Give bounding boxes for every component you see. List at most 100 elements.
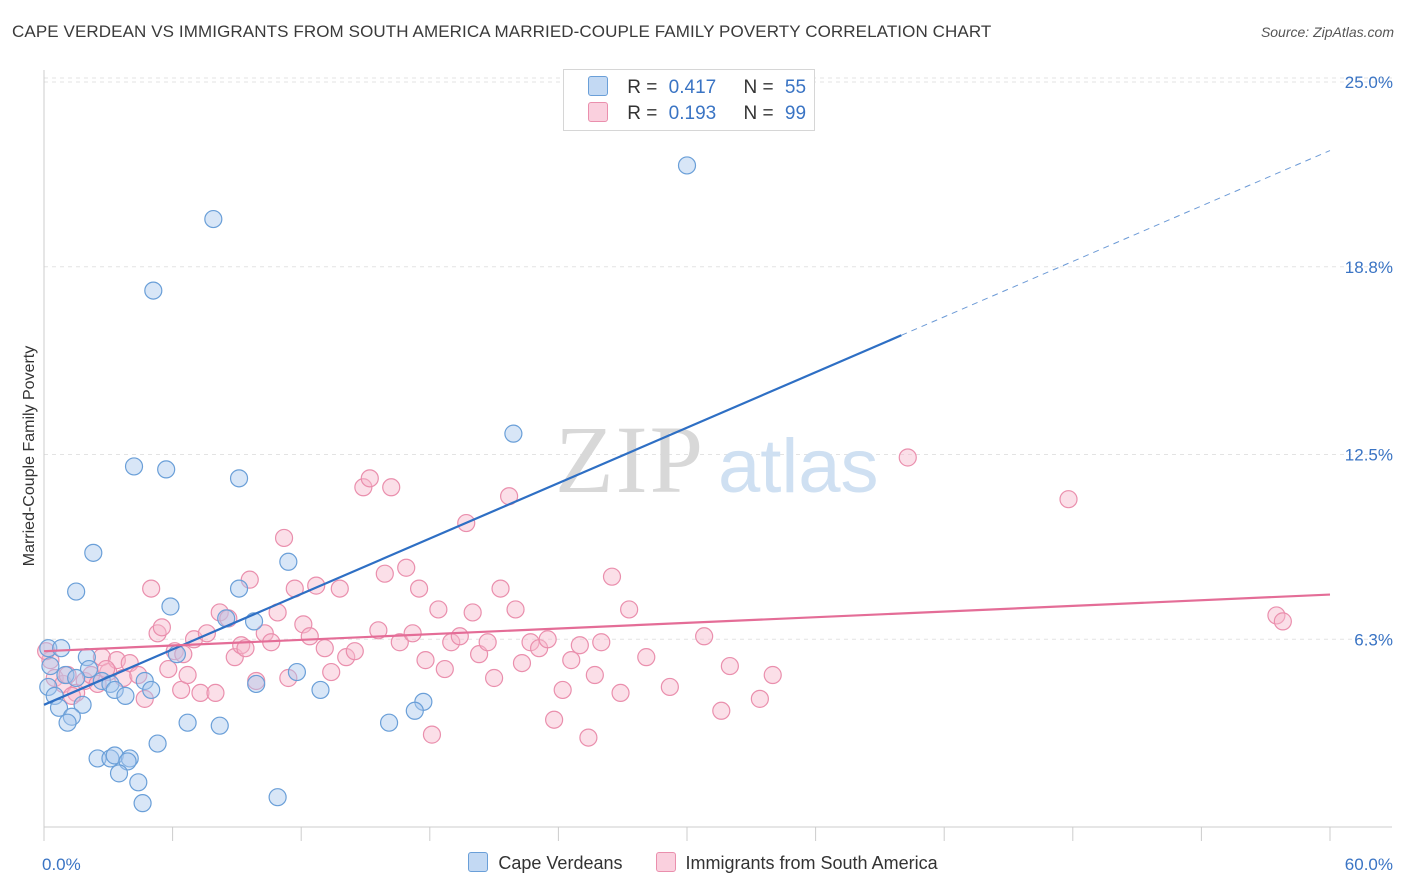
point-immigrants — [142, 579, 161, 598]
series-immigrants-points — [37, 448, 1292, 747]
point-immigrants — [720, 656, 739, 676]
point-cape-verdeans — [39, 677, 58, 697]
point-cape-verdeans — [52, 639, 71, 658]
point-immigrants — [579, 728, 598, 747]
point-cape-verdeans — [135, 671, 154, 691]
x-tick-label-max: 60.0% — [1345, 855, 1393, 874]
point-immigrants — [315, 639, 334, 658]
point-immigrants — [322, 662, 341, 682]
point-cape-verdeans — [229, 579, 249, 598]
point-immigrants — [611, 683, 630, 703]
legend-row-immigrants: R = 0.193 N = 99 — [588, 102, 806, 126]
legend-n-value: 99 — [784, 103, 807, 124]
point-immigrants — [390, 633, 409, 652]
point-immigrants — [197, 624, 216, 643]
legend-swatch-blue — [468, 852, 489, 872]
point-cape-verdeans — [73, 695, 92, 714]
x-tick-label-min: 0.0% — [42, 855, 81, 874]
watermark: ZIP atlas — [555, 406, 879, 513]
point-cape-verdeans — [41, 656, 60, 676]
point-cape-verdeans — [311, 680, 330, 700]
point-immigrants — [416, 651, 435, 670]
legend-row-cape-verdeans: R = 0.417 N = 55 — [588, 76, 806, 100]
legend-r-label: R = — [627, 77, 658, 98]
point-cape-verdeans — [120, 749, 139, 768]
y-tick-label: 6.3% — [1354, 630, 1393, 649]
point-immigrants — [354, 478, 373, 497]
point-immigrants — [512, 653, 532, 673]
legend-item-cape-verdeans: Cape Verdeans — [468, 852, 622, 874]
y-tick-label: 25.0% — [1345, 73, 1393, 92]
point-immigrants — [491, 579, 510, 598]
point-immigrants — [236, 639, 255, 658]
point-immigrants — [369, 621, 388, 640]
point-immigrants — [562, 651, 581, 670]
point-immigrants — [1059, 490, 1078, 509]
legend-swatch-pink — [588, 102, 608, 122]
source-label: Source: ZipAtlas.com — [1260, 24, 1394, 40]
point-immigrants — [178, 665, 197, 685]
y-axis-label: Married-Couple Family Poverty — [21, 345, 38, 567]
point-immigrants — [463, 603, 482, 622]
point-cape-verdeans — [116, 686, 135, 705]
watermark-zip: ZIP — [555, 406, 705, 513]
legend-item-immigrants: Immigrants from South America — [655, 852, 938, 874]
point-immigrants — [545, 710, 564, 729]
correlation-legend: R = 0.417 N = 55 R = 0.193 N = 99 — [563, 69, 815, 131]
watermark-atlas: atlas — [718, 424, 879, 509]
point-cape-verdeans — [504, 424, 523, 443]
point-immigrants — [592, 633, 611, 652]
point-cape-verdeans — [88, 749, 107, 768]
point-cape-verdeans — [161, 597, 180, 616]
point-cape-verdeans — [229, 469, 249, 488]
legend-n-label: N = — [743, 77, 774, 98]
legend-swatch-pink — [655, 852, 676, 872]
point-immigrants — [403, 624, 422, 643]
legend-r-value: 0.417 — [668, 77, 717, 98]
legend-r-value: 0.193 — [668, 103, 717, 124]
series-cape-verdeans-points — [39, 156, 697, 813]
point-immigrants — [429, 600, 448, 619]
point-cape-verdeans — [105, 680, 124, 700]
point-immigrants — [135, 689, 154, 708]
point-cape-verdeans — [39, 639, 58, 658]
point-immigrants — [478, 633, 497, 652]
legend-swatch-blue — [588, 76, 608, 96]
point-immigrants — [602, 567, 622, 586]
point-immigrants — [206, 683, 225, 703]
legend-label-cape-verdeans: Cape Verdeans — [498, 853, 623, 873]
point-immigrants — [538, 630, 557, 649]
point-immigrants — [409, 579, 429, 598]
point-cape-verdeans — [124, 457, 144, 476]
point-cape-verdeans — [133, 794, 152, 813]
point-immigrants — [553, 680, 572, 700]
point-immigrants — [898, 448, 917, 467]
point-immigrants — [485, 668, 504, 688]
point-immigrants — [382, 478, 401, 497]
point-immigrants — [330, 579, 349, 598]
point-cape-verdeans — [67, 582, 86, 601]
point-immigrants — [763, 665, 782, 685]
point-immigrants — [750, 689, 769, 708]
point-immigrants — [274, 528, 294, 548]
legend-n-label: N = — [743, 103, 774, 124]
point-cape-verdeans — [58, 713, 77, 732]
point-cape-verdeans — [287, 662, 307, 682]
point-immigrants — [191, 683, 210, 703]
point-cape-verdeans — [129, 773, 148, 792]
point-immigrants — [660, 677, 679, 697]
trend-line-immigrants — [43, 593, 1331, 653]
point-cape-verdeans — [178, 713, 197, 732]
point-cape-verdeans — [144, 281, 163, 300]
point-cape-verdeans — [247, 674, 266, 694]
trend-line-cape-verdeans — [43, 334, 902, 706]
point-cape-verdeans — [405, 701, 424, 720]
series-legend: Cape Verdeans Immigrants from South Amer… — [0, 852, 1406, 878]
point-cape-verdeans — [142, 680, 161, 700]
y-tick-label: 12.5% — [1345, 446, 1393, 465]
point-immigrants — [450, 627, 469, 646]
point-immigrants — [422, 725, 442, 744]
point-immigrants — [620, 600, 639, 619]
legend-label-immigrants: Immigrants from South America — [685, 853, 938, 873]
